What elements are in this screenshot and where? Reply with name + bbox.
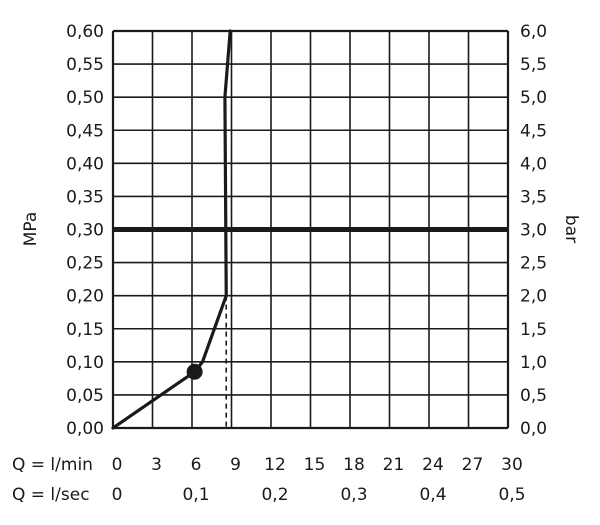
right-tick-label: 5,5 <box>520 55 547 75</box>
bottom-tick-label: 12 <box>264 455 286 475</box>
left-tick-label: 0,10 <box>66 353 104 373</box>
right-tick-label: 6,0 <box>520 22 547 42</box>
right-tick-label: 2,5 <box>520 254 547 274</box>
right-tick-label: 3,5 <box>520 187 547 207</box>
right-tick-label: 1,0 <box>520 353 547 373</box>
bottom-tick-label: 0,5 <box>498 485 525 505</box>
left-tick-label: 0,50 <box>66 88 104 108</box>
bottom-tick-label: 21 <box>383 455 405 475</box>
bottom-tick-label: 0 <box>112 455 123 475</box>
bottom-tick-label: 24 <box>422 455 444 475</box>
bottom-tick-label: 0,3 <box>340 485 367 505</box>
right-tick-label: 0,0 <box>520 419 547 439</box>
right-tick-label: 2,0 <box>520 287 547 307</box>
x-axis-row-label: Q = l/sec <box>12 485 90 505</box>
series-line <box>111 29 232 430</box>
bottom-tick-label: 0 <box>112 485 123 505</box>
series-marker-point <box>186 363 203 380</box>
right-tick-label: 5,0 <box>520 88 547 108</box>
x-axis-row-label: Q = l/min <box>12 455 93 475</box>
bottom-tick-label: 0,4 <box>419 485 446 505</box>
series-layer <box>111 29 508 430</box>
left-tick-label: 0,35 <box>66 187 104 207</box>
bottom-tick-label: 27 <box>462 455 484 475</box>
bottom-tick-label: 0,1 <box>182 485 209 505</box>
bottom-tick-label: 9 <box>230 455 241 475</box>
right-tick-label: 4,5 <box>520 121 547 141</box>
bottom-tick-label: 18 <box>343 455 365 475</box>
left-axis-ticks: 0,00 0,05 0,10 0,15 0,20 0,25 0,30 0,35 0,40 0,45… <box>66 22 104 439</box>
left-tick-label: 0,05 <box>66 386 104 406</box>
bottom-tick-label: 15 <box>304 455 326 475</box>
left-axis-title: MPa <box>21 212 41 247</box>
bottom-tick-label: 30 <box>501 455 523 475</box>
right-tick-label: 3,0 <box>520 221 547 241</box>
bottom-tick-label: 6 <box>191 455 202 475</box>
right-axis-ticks: 0,0 0,5 1,0 1,5 2,0 2,5 3,0 3,5 4,0 4,5 5,0 5,5 6,0 <box>520 22 547 439</box>
bottom-tick-label: 0,2 <box>261 485 288 505</box>
left-tick-label: 0,00 <box>66 419 104 439</box>
left-tick-label: 0,30 <box>66 221 104 241</box>
right-axis-title: bar <box>561 215 581 243</box>
left-tick-label: 0,25 <box>66 254 104 274</box>
left-tick-label: 0,60 <box>66 22 104 42</box>
left-tick-label: 0,55 <box>66 55 104 75</box>
right-tick-label: 1,5 <box>520 320 547 340</box>
left-tick-label: 0,15 <box>66 320 104 340</box>
bottom-tick-label: 3 <box>151 455 162 475</box>
left-tick-label: 0,40 <box>66 154 104 174</box>
left-tick-label: 0,45 <box>66 121 104 141</box>
right-tick-label: 4,0 <box>520 154 547 174</box>
bottom-axis-ticks: Q = l/min 0 3 6 9 12 15 18 21 24 27 30 Q = l/sec 0 0,1… <box>12 455 526 505</box>
left-tick-label: 0,20 <box>66 287 104 307</box>
right-tick-label: 0,5 <box>520 386 547 406</box>
